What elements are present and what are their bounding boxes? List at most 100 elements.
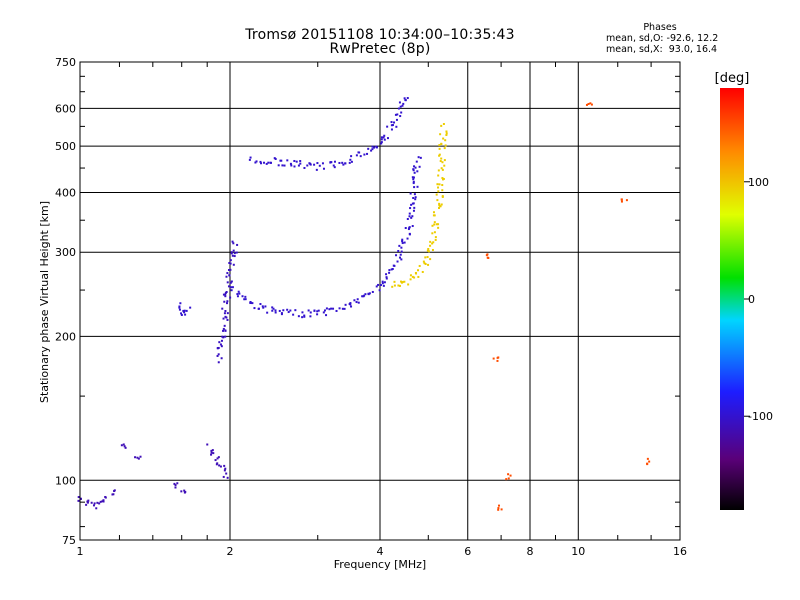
data-point: [278, 309, 281, 312]
data-point: [442, 123, 445, 126]
data-point: [309, 162, 312, 165]
data-point: [363, 153, 366, 156]
data-point: [413, 193, 416, 196]
data-point: [424, 262, 427, 265]
data-point: [280, 312, 283, 315]
data-point: [356, 298, 359, 301]
data-point: [497, 504, 500, 507]
data-point: [329, 161, 332, 164]
data-point: [330, 307, 333, 310]
data-point: [294, 309, 297, 312]
data-point: [232, 249, 235, 252]
data-point: [180, 490, 183, 493]
y-tick-label: 600: [55, 102, 76, 115]
plot-frame: [79, 61, 681, 541]
data-point: [287, 311, 290, 314]
data-point: [505, 478, 508, 481]
data-point: [391, 285, 394, 288]
data-point: [217, 456, 220, 459]
data-point: [440, 124, 443, 127]
data-point: [646, 463, 649, 466]
data-point: [412, 169, 415, 172]
data-point: [228, 274, 231, 277]
data-point: [410, 216, 413, 219]
data-point: [397, 284, 400, 287]
data-point: [179, 302, 182, 305]
data-point: [382, 284, 385, 287]
data-point: [417, 275, 420, 278]
data-point: [255, 160, 258, 163]
data-point: [438, 144, 441, 147]
data-point: [350, 160, 353, 163]
colorbar-label: [deg]: [715, 71, 750, 86]
data-point: [225, 291, 228, 294]
data-point: [355, 301, 358, 304]
data-point: [139, 455, 142, 458]
data-point: [86, 500, 89, 503]
data-point: [386, 125, 389, 128]
data-point: [241, 295, 244, 298]
data-point: [439, 160, 442, 163]
data-point: [349, 158, 352, 161]
data-point: [183, 309, 186, 312]
data-point: [412, 180, 415, 183]
data-point: [406, 97, 409, 100]
data-point: [388, 271, 391, 274]
data-point: [441, 177, 444, 180]
data-point: [589, 102, 592, 105]
data-point: [342, 163, 345, 166]
data-point: [249, 301, 252, 304]
data-point: [224, 467, 227, 470]
data-point: [412, 182, 415, 185]
data-point: [307, 309, 310, 312]
data-point: [375, 146, 378, 149]
data-point: [445, 130, 448, 133]
data-point: [440, 157, 443, 160]
data-point: [403, 280, 406, 283]
y-tick-label: 100: [55, 474, 76, 487]
data-point: [620, 198, 623, 201]
data-point: [357, 301, 360, 304]
data-point: [441, 161, 444, 164]
data-point: [393, 121, 396, 124]
data-point: [401, 240, 404, 243]
data-point: [220, 345, 223, 348]
data-point: [431, 232, 434, 235]
data-point: [293, 159, 296, 162]
data-point: [373, 146, 376, 149]
data-point: [184, 490, 187, 493]
data-point: [431, 224, 434, 227]
data-point: [185, 309, 188, 312]
data-point: [370, 149, 373, 152]
data-point: [412, 168, 415, 171]
data-point: [313, 163, 316, 166]
data-point: [437, 186, 440, 189]
data-point: [102, 500, 105, 503]
data-point: [219, 343, 222, 346]
data-point: [421, 270, 424, 273]
data-point: [392, 264, 395, 267]
data-point: [445, 132, 448, 135]
data-point: [441, 195, 444, 198]
data-point: [443, 164, 446, 167]
y-tick-label: 300: [55, 246, 76, 259]
data-point: [355, 154, 358, 157]
data-point: [282, 309, 285, 312]
data-point: [398, 284, 401, 287]
data-point: [359, 155, 362, 158]
data-point: [399, 253, 402, 256]
data-point: [398, 256, 401, 259]
data-point: [343, 307, 346, 310]
data-point: [380, 141, 383, 144]
y-tick-label: 200: [55, 330, 76, 343]
data-point: [507, 477, 510, 480]
data-point: [253, 307, 256, 310]
data-point: [226, 302, 229, 305]
data-point: [380, 138, 383, 141]
data-point: [229, 259, 232, 262]
data-point: [385, 273, 388, 276]
data-point: [413, 165, 416, 168]
data-point: [407, 283, 410, 286]
x-tick-label: 10: [571, 545, 585, 558]
data-point: [431, 248, 434, 251]
